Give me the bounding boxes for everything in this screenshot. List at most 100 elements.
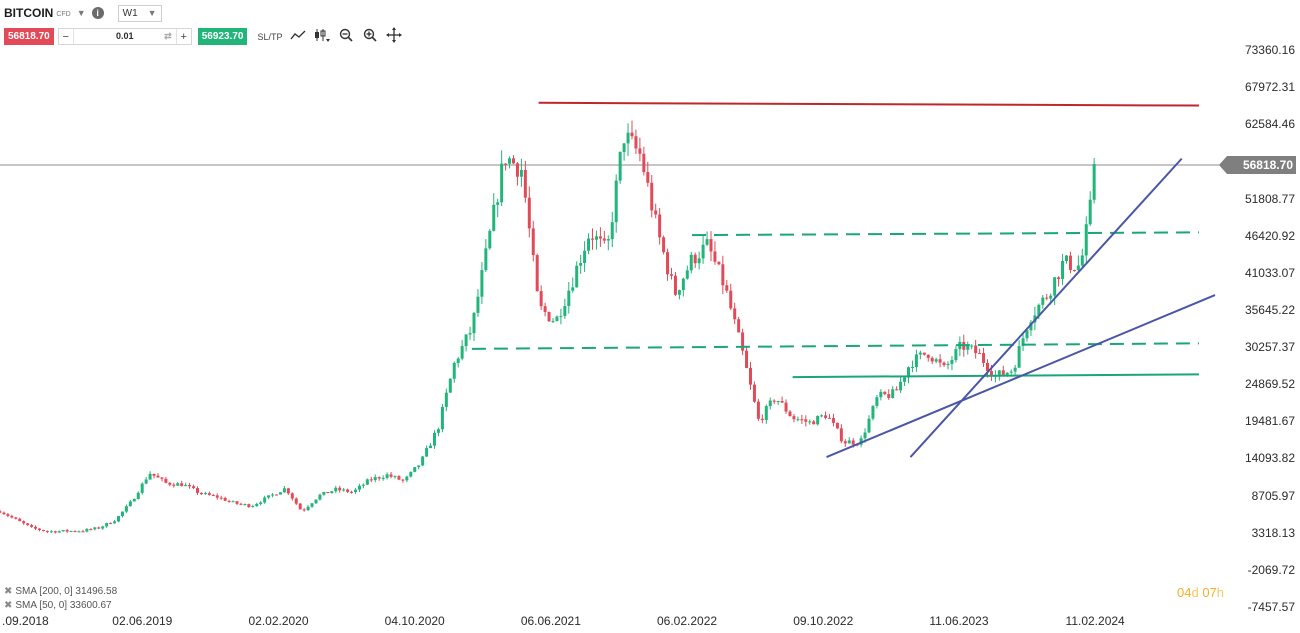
candle-down bbox=[835, 422, 839, 429]
price-tick-label: 35645.22 bbox=[1244, 302, 1295, 317]
candle-up bbox=[429, 445, 433, 449]
price-tick-label: -7457.57 bbox=[1247, 600, 1295, 614]
candle-down bbox=[760, 418, 764, 420]
candle-up bbox=[1037, 304, 1041, 316]
candle-up bbox=[472, 312, 476, 334]
support-line[interactable] bbox=[792, 373, 1199, 379]
date-tick-label: 02.02.2020 bbox=[248, 614, 309, 628]
candle-down bbox=[930, 357, 934, 362]
candle-down bbox=[41, 530, 45, 532]
candle-down bbox=[630, 132, 634, 137]
candle-down bbox=[199, 492, 203, 495]
candle-down bbox=[752, 384, 756, 402]
candle-down bbox=[721, 264, 725, 286]
drawn-lines-layer[interactable] bbox=[471, 101, 1216, 458]
candle-down bbox=[65, 530, 69, 532]
candle-down bbox=[14, 517, 18, 519]
candle-down bbox=[693, 254, 697, 264]
candle-down bbox=[109, 523, 113, 525]
dashed-level-upper[interactable] bbox=[692, 231, 1199, 237]
sma-200-indicator[interactable]: ✖ SMA [200, 0] 31496.58 bbox=[4, 586, 117, 597]
price-tick-label: 41033.07 bbox=[1244, 265, 1295, 280]
candle-down bbox=[223, 497, 227, 501]
candle-up bbox=[875, 397, 879, 406]
candle-down bbox=[389, 474, 393, 477]
candle-down bbox=[591, 238, 594, 240]
crosshair-icon[interactable] bbox=[386, 27, 403, 46]
candle-up bbox=[417, 465, 421, 468]
candle-up bbox=[1049, 295, 1053, 299]
candle-down bbox=[326, 492, 330, 494]
candle-up bbox=[966, 345, 970, 350]
candle-up bbox=[614, 180, 618, 223]
candle-up bbox=[626, 132, 630, 144]
candle-up bbox=[1080, 255, 1084, 266]
candle-up bbox=[1021, 338, 1025, 347]
candle-down bbox=[831, 418, 835, 423]
candle-up bbox=[796, 419, 800, 421]
buy-button[interactable]: 56923.70 bbox=[197, 28, 248, 45]
quantity-input[interactable]: 0.01 ⇄ bbox=[72, 29, 177, 44]
candle-down bbox=[792, 416, 796, 420]
candle-up bbox=[144, 479, 148, 484]
candle-up bbox=[606, 239, 610, 241]
candle-up bbox=[847, 440, 851, 444]
candle-down bbox=[634, 136, 638, 149]
candle-down bbox=[504, 163, 508, 165]
remove-indicator-icon[interactable]: ✖ bbox=[4, 600, 13, 611]
remove-indicator-icon[interactable]: ✖ bbox=[4, 586, 13, 597]
candle-up bbox=[267, 495, 271, 498]
candle-up bbox=[488, 230, 492, 249]
candle-down bbox=[168, 482, 172, 485]
candle-down bbox=[0, 511, 2, 513]
dashed-level-lower[interactable] bbox=[471, 342, 1199, 350]
trade-bar: 56818.70 − 0.01 ⇄ + 56923.70 SL/TP bbox=[4, 27, 403, 46]
candle-up bbox=[306, 506, 310, 511]
sell-button[interactable]: 56818.70 bbox=[4, 28, 54, 45]
candle-down bbox=[227, 500, 231, 502]
candle-up bbox=[496, 202, 500, 205]
increase-button[interactable]: + bbox=[180, 30, 187, 43]
candle-down bbox=[298, 503, 302, 510]
candle-up bbox=[314, 499, 318, 504]
candle-down bbox=[219, 497, 223, 499]
candlestick-type-icon[interactable] bbox=[314, 28, 331, 45]
price-tick-label: 67972.31 bbox=[1244, 80, 1295, 95]
symbol-name[interactable]: BITCOIN bbox=[4, 6, 54, 20]
decrease-button[interactable]: − bbox=[62, 30, 69, 43]
trendline-steep[interactable] bbox=[909, 157, 1183, 458]
quantity-stepper[interactable]: − 0.01 ⇄ + bbox=[57, 28, 192, 45]
resistance-line[interactable] bbox=[538, 101, 1199, 107]
candle-down bbox=[38, 528, 41, 531]
trendline-shallow[interactable] bbox=[826, 294, 1216, 458]
candle-up bbox=[701, 244, 705, 259]
sma-50-indicator[interactable]: ✖ SMA [50, 0] 33600.67 bbox=[4, 600, 112, 611]
date-tick-label: 06.02.2022 bbox=[657, 614, 718, 628]
symbol-dropdown-icon[interactable]: ▼ bbox=[76, 8, 86, 18]
sltp-button[interactable]: SL/TP bbox=[257, 31, 283, 42]
candle-down bbox=[512, 158, 515, 164]
swap-icon[interactable]: ⇄ bbox=[164, 31, 172, 41]
candle-down bbox=[188, 484, 192, 487]
price-tick-label: 19481.67 bbox=[1244, 414, 1295, 429]
candle-down bbox=[286, 488, 290, 494]
candle-down bbox=[725, 285, 729, 291]
zoom-in-icon[interactable] bbox=[362, 28, 378, 45]
candle-up bbox=[365, 479, 369, 485]
timeframe-select[interactable]: W1 ▼ bbox=[117, 4, 162, 22]
info-icon[interactable]: i bbox=[91, 7, 104, 19]
date-tick-label: 09.10.2022 bbox=[793, 614, 854, 628]
candle-down bbox=[784, 402, 788, 412]
candle-down bbox=[2, 512, 6, 515]
zoom-out-icon[interactable] bbox=[338, 28, 354, 45]
candle-down bbox=[401, 479, 405, 481]
line-tool-icon[interactable] bbox=[290, 29, 306, 44]
date-tick-label: 11.02.2024 bbox=[1065, 614, 1125, 628]
candle-up bbox=[61, 530, 65, 532]
date-tick-label: 04.10.2020 bbox=[384, 614, 445, 628]
price-tick-label: 30257.37 bbox=[1244, 340, 1295, 355]
candle-down bbox=[922, 352, 926, 355]
candle-up bbox=[318, 494, 322, 500]
candle-up bbox=[1084, 224, 1088, 256]
